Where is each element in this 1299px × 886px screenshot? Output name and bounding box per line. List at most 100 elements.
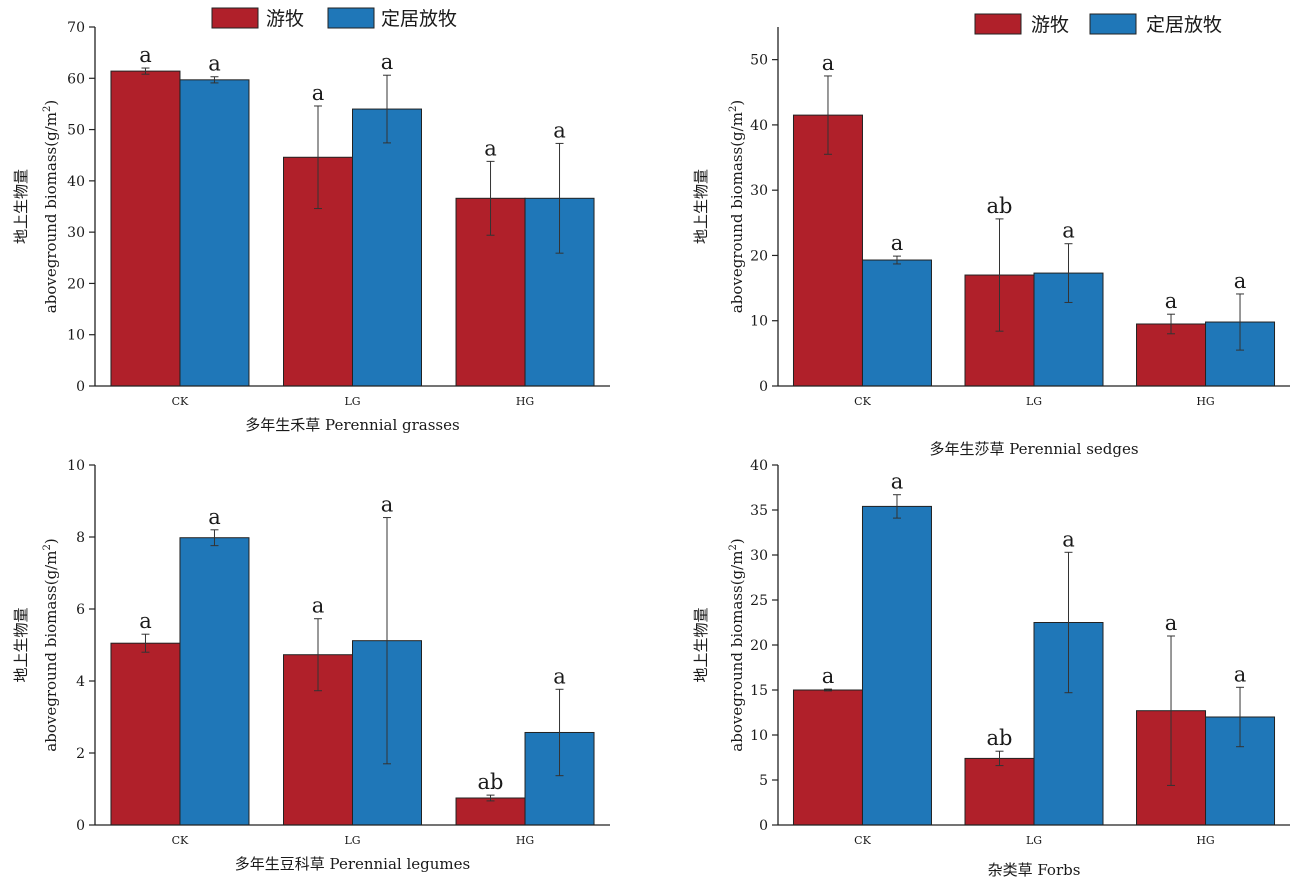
significance-letter: a bbox=[553, 118, 566, 142]
significance-letter: a bbox=[1062, 527, 1075, 551]
x-tick-label: LG bbox=[1026, 834, 1042, 847]
x-tick-label: HG bbox=[1196, 834, 1214, 847]
bar-ck-series-1 bbox=[110, 642, 181, 826]
legend-label-nomadic: 游牧 bbox=[266, 8, 304, 30]
y-tick-label: 20 bbox=[750, 638, 768, 654]
x-axis-title: 多年生莎草 Perennial sedges bbox=[929, 440, 1138, 458]
significance-letter: a bbox=[891, 231, 904, 255]
legend-swatch-sedentary bbox=[327, 7, 375, 29]
significance-letter: a bbox=[822, 664, 835, 688]
bar-ck-series-2 bbox=[861, 259, 932, 387]
legend-swatch-nomadic bbox=[974, 13, 1022, 35]
bar-ck-series-1 bbox=[792, 114, 863, 387]
y-axis-label-cn: 地上生物量 bbox=[692, 607, 710, 682]
y-axis-label-en: aboveground biomass(g/m2) bbox=[728, 100, 746, 313]
significance-letter: a bbox=[1165, 289, 1178, 313]
y-axis-label-en: aboveground biomass(g/m2) bbox=[42, 538, 60, 751]
significance-letter: a bbox=[1234, 269, 1247, 293]
x-tick-label: HG bbox=[516, 395, 534, 408]
y-tick-label: 50 bbox=[750, 53, 768, 69]
legend-top-right: 游牧 定居放牧 bbox=[974, 13, 1222, 36]
legend-label-sedentary: 定居放牧 bbox=[381, 8, 457, 30]
x-axis-title: 多年生豆科草 Perennial legumes bbox=[235, 855, 470, 873]
y-tick-label: 30 bbox=[67, 225, 85, 241]
significance-letter: ab bbox=[478, 770, 504, 794]
x-tick-label: LG bbox=[344, 834, 360, 847]
significance-letter: a bbox=[139, 609, 152, 633]
y-tick-label: 2 bbox=[76, 746, 85, 762]
legend-label-sedentary: 定居放牧 bbox=[1146, 14, 1222, 36]
y-tick-label: 25 bbox=[750, 593, 768, 609]
y-tick-label: 40 bbox=[750, 118, 768, 134]
y-tick-label: 5 bbox=[759, 773, 768, 789]
y-tick-label: 60 bbox=[67, 71, 85, 87]
y-axis-label-en: aboveground biomass(g/m2) bbox=[728, 538, 746, 751]
x-tick-label: HG bbox=[516, 834, 534, 847]
y-tick-label: 10 bbox=[750, 314, 768, 330]
x-tick-label: CK bbox=[854, 395, 871, 408]
legend-top-left: 游牧 定居放牧 bbox=[211, 7, 457, 30]
y-tick-label: 0 bbox=[76, 379, 85, 395]
y-tick-label: 40 bbox=[67, 174, 85, 190]
bar-ck-series-1 bbox=[110, 70, 181, 387]
y-tick-label: 15 bbox=[750, 683, 768, 699]
y-tick-label: 0 bbox=[76, 818, 85, 834]
legend-swatch-sedentary bbox=[1089, 13, 1137, 35]
legend-label-nomadic: 游牧 bbox=[1031, 14, 1069, 36]
y-tick-label: 30 bbox=[750, 183, 768, 199]
panel-perennial-grasses: a a CK a a LG a a HG 0 10 20 30 40 50 60 70 地上生物量 abovegro… bbox=[12, 20, 610, 434]
bar-ck-series-2 bbox=[861, 505, 932, 826]
y-tick-label: 30 bbox=[750, 548, 768, 564]
bar-lg-series-2 bbox=[352, 108, 422, 387]
x-tick-label: CK bbox=[172, 395, 189, 408]
y-axis-label-cn: 地上生物量 bbox=[12, 607, 30, 682]
y-tick-label: 10 bbox=[67, 458, 85, 474]
significance-letter: a bbox=[484, 136, 497, 160]
y-tick-label: 0 bbox=[759, 818, 768, 834]
significance-letter: a bbox=[139, 43, 152, 67]
x-tick-label: CK bbox=[854, 834, 871, 847]
y-axis-label-cn: 地上生物量 bbox=[12, 169, 30, 244]
bar-ck-series-2 bbox=[179, 79, 250, 387]
significance-letter: a bbox=[553, 664, 566, 688]
bar-hg-series-1 bbox=[1136, 323, 1207, 387]
y-axis-label-cn: 地上生物量 bbox=[692, 169, 710, 244]
y-tick-label: 50 bbox=[67, 123, 85, 139]
significance-letter: a bbox=[381, 50, 394, 74]
y-tick-label: 10 bbox=[67, 328, 85, 344]
significance-letter: a bbox=[208, 505, 221, 529]
bar-hg-series-1 bbox=[455, 797, 526, 826]
significance-letter: a bbox=[312, 594, 325, 618]
y-tick-label: 8 bbox=[76, 530, 85, 546]
y-tick-label: 0 bbox=[759, 379, 768, 395]
significance-letter: a bbox=[208, 52, 221, 76]
significance-letter: a bbox=[381, 493, 394, 517]
y-tick-label: 40 bbox=[750, 458, 768, 474]
significance-letter: a bbox=[1234, 662, 1247, 686]
y-tick-label: 20 bbox=[750, 248, 768, 264]
legend-swatch-nomadic bbox=[211, 7, 259, 29]
bar-ck-series-1 bbox=[792, 689, 863, 826]
x-axis-title: 杂类草 Forbs bbox=[988, 861, 1081, 879]
x-tick-label: CK bbox=[172, 834, 189, 847]
y-tick-label: 6 bbox=[76, 602, 85, 618]
x-axis-title: 多年生禾草 Perennial grasses bbox=[245, 416, 459, 434]
significance-letter: ab bbox=[987, 194, 1013, 218]
bar-ck-series-2 bbox=[179, 537, 250, 826]
significance-letter: a bbox=[822, 51, 835, 75]
significance-letter: ab bbox=[987, 726, 1013, 750]
significance-letter: a bbox=[1165, 611, 1178, 635]
y-tick-label: 20 bbox=[67, 276, 85, 292]
x-tick-label: LG bbox=[344, 395, 360, 408]
panel-perennial-legumes: a a CK a a LG ab a HG 0 2 4 6 8 10 地上生物量 aboveground bio… bbox=[12, 458, 610, 873]
significance-letter: a bbox=[312, 81, 325, 105]
panel-forbs: a a CK ab a LG a a HG 0 5 10 15 20 25 30 35 40 地上生物量 aboveg… bbox=[692, 458, 1290, 879]
y-tick-label: 35 bbox=[750, 503, 768, 519]
significance-letter: a bbox=[891, 470, 904, 494]
x-tick-label: HG bbox=[1196, 395, 1214, 408]
y-tick-label: 70 bbox=[67, 20, 85, 36]
y-axis-label-en: aboveground biomass(g/m2) bbox=[42, 100, 60, 313]
bar-lg-series-1 bbox=[964, 757, 1035, 826]
significance-letter: a bbox=[1062, 219, 1075, 243]
